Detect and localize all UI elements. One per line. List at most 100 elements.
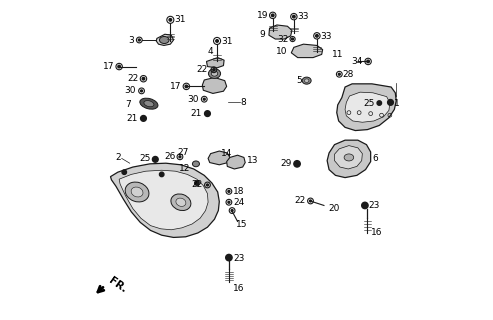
Circle shape — [387, 100, 393, 105]
Text: 13: 13 — [246, 156, 258, 165]
Circle shape — [169, 19, 172, 21]
Text: 20: 20 — [328, 204, 340, 213]
Text: 23: 23 — [233, 254, 245, 263]
Text: 34: 34 — [351, 57, 362, 66]
Circle shape — [316, 35, 318, 37]
Circle shape — [272, 14, 274, 17]
Text: 11: 11 — [332, 50, 344, 59]
Polygon shape — [156, 34, 174, 45]
Text: 31: 31 — [221, 37, 232, 46]
Ellipse shape — [211, 71, 218, 76]
Text: 16: 16 — [233, 284, 245, 293]
Circle shape — [292, 38, 293, 40]
Text: 14: 14 — [221, 149, 232, 158]
Ellipse shape — [125, 182, 149, 202]
Ellipse shape — [302, 77, 311, 84]
Text: 32: 32 — [278, 35, 289, 44]
Circle shape — [213, 69, 215, 71]
Ellipse shape — [344, 154, 353, 161]
Text: 3: 3 — [128, 36, 134, 44]
Circle shape — [367, 60, 369, 63]
Text: 30: 30 — [125, 86, 136, 95]
Text: 17: 17 — [103, 62, 115, 71]
Ellipse shape — [131, 187, 143, 197]
Ellipse shape — [140, 98, 158, 109]
Polygon shape — [207, 58, 224, 68]
Text: 22: 22 — [191, 180, 202, 189]
Text: 16: 16 — [371, 228, 383, 237]
Polygon shape — [227, 155, 245, 169]
Circle shape — [122, 170, 127, 174]
Text: 24: 24 — [233, 198, 245, 207]
Polygon shape — [334, 146, 362, 169]
Text: 8: 8 — [241, 98, 246, 107]
Circle shape — [207, 184, 209, 186]
Text: 31: 31 — [174, 15, 186, 24]
Text: 22: 22 — [197, 65, 208, 74]
Ellipse shape — [176, 198, 186, 206]
Circle shape — [228, 190, 230, 192]
Text: 19: 19 — [257, 11, 268, 20]
Circle shape — [226, 254, 232, 261]
Polygon shape — [353, 106, 385, 118]
Ellipse shape — [171, 194, 191, 211]
Circle shape — [203, 98, 205, 100]
Circle shape — [292, 15, 295, 18]
Text: 28: 28 — [343, 70, 354, 79]
Polygon shape — [110, 163, 219, 237]
Ellipse shape — [209, 69, 220, 78]
Circle shape — [377, 101, 382, 105]
Text: 23: 23 — [369, 201, 380, 210]
Text: 22: 22 — [127, 74, 139, 83]
Circle shape — [195, 181, 199, 185]
Text: 2: 2 — [115, 153, 121, 162]
Circle shape — [179, 156, 181, 158]
Text: 26: 26 — [164, 152, 176, 161]
Text: 10: 10 — [276, 47, 287, 56]
Circle shape — [228, 201, 230, 203]
Text: 30: 30 — [188, 95, 199, 104]
Polygon shape — [327, 140, 371, 178]
Circle shape — [185, 85, 188, 88]
Text: 29: 29 — [281, 159, 292, 168]
Circle shape — [118, 65, 120, 68]
Text: 17: 17 — [171, 82, 182, 91]
Text: 5: 5 — [296, 76, 302, 85]
Text: 18: 18 — [233, 187, 245, 196]
Text: 15: 15 — [236, 220, 248, 229]
Text: 12: 12 — [179, 164, 191, 172]
Ellipse shape — [192, 161, 200, 167]
Circle shape — [362, 202, 368, 209]
Text: 25: 25 — [363, 99, 375, 108]
Circle shape — [216, 40, 218, 42]
Ellipse shape — [304, 79, 309, 83]
Circle shape — [141, 116, 146, 121]
Circle shape — [338, 73, 340, 75]
Text: 33: 33 — [298, 12, 309, 21]
Polygon shape — [119, 170, 208, 230]
Text: 25: 25 — [139, 154, 150, 163]
Polygon shape — [202, 77, 227, 93]
Polygon shape — [269, 25, 292, 39]
Ellipse shape — [159, 36, 169, 44]
Text: 33: 33 — [321, 32, 332, 41]
Text: 6: 6 — [372, 154, 378, 163]
Circle shape — [310, 200, 312, 202]
Text: FR.: FR. — [107, 276, 129, 295]
Text: 1: 1 — [394, 99, 400, 108]
Circle shape — [142, 77, 145, 80]
Circle shape — [139, 39, 141, 41]
Text: 4: 4 — [207, 47, 213, 56]
Text: 27: 27 — [177, 148, 188, 156]
Text: 7: 7 — [125, 100, 131, 109]
Polygon shape — [337, 84, 396, 131]
Ellipse shape — [144, 100, 154, 107]
Circle shape — [152, 156, 158, 162]
Text: 9: 9 — [259, 30, 265, 39]
Circle shape — [294, 161, 300, 167]
Text: 21: 21 — [126, 114, 138, 123]
Circle shape — [159, 172, 164, 177]
Polygon shape — [291, 44, 322, 58]
Polygon shape — [208, 151, 230, 165]
Text: 22: 22 — [294, 196, 306, 205]
